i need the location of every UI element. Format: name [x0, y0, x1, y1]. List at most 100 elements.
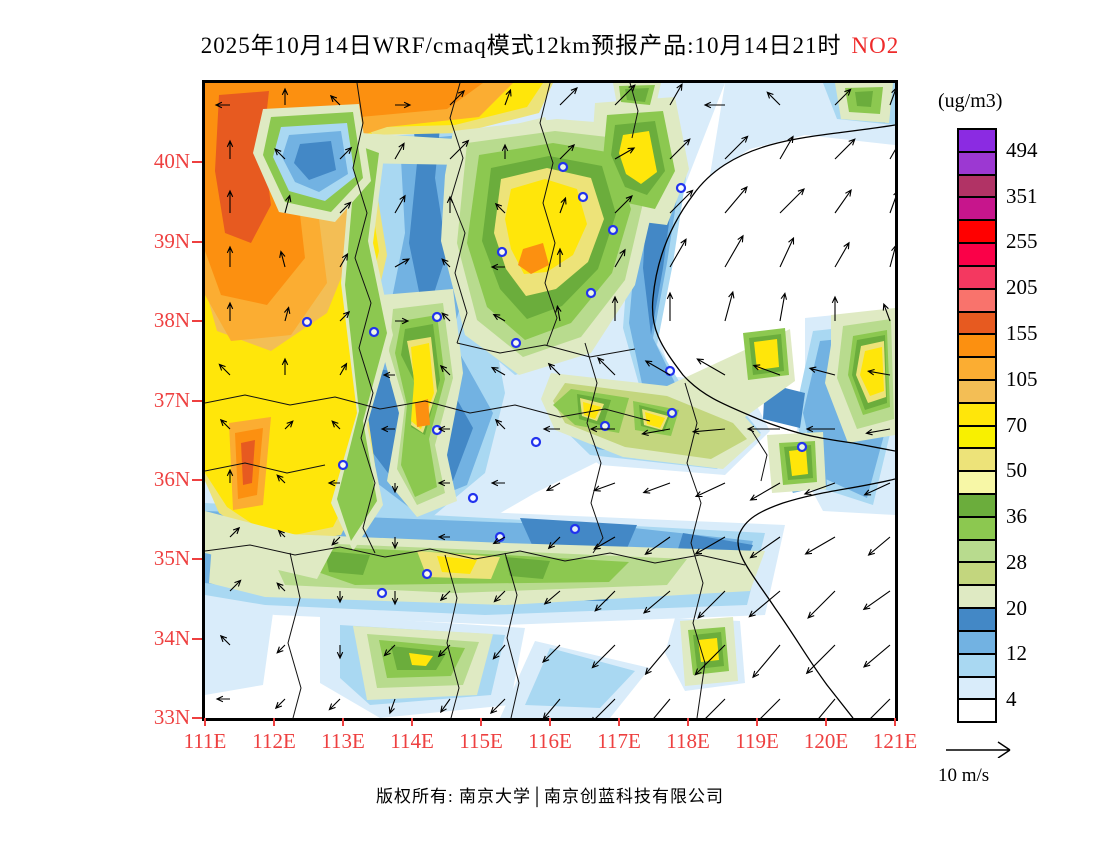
- colorbar-cell: [959, 221, 995, 245]
- lon-tick-label: 116E: [528, 729, 572, 753]
- city-marker: [376, 587, 388, 599]
- colorbar: [957, 128, 997, 723]
- city-marker: [599, 420, 611, 432]
- lon-tick-label: 114E: [390, 729, 434, 753]
- colorbar-cell: [959, 152, 995, 176]
- lat-tick-label: 35N: [153, 546, 190, 571]
- city-marker: [431, 424, 443, 436]
- colorbar-cell: [959, 654, 995, 678]
- forecast-map: [205, 83, 895, 718]
- colorbar-cell: [959, 358, 995, 381]
- colorbar-level-label: 12: [1006, 641, 1027, 666]
- lon-tick-label: 111E: [183, 729, 227, 753]
- province-boundaries: [205, 83, 895, 718]
- title-species: NO2: [851, 33, 900, 58]
- city-marker: [585, 287, 597, 299]
- colorbar-level-label: 50: [1006, 458, 1027, 483]
- city-marker: [577, 191, 589, 203]
- concentration-contours: [205, 83, 895, 718]
- lat-tick-mark: [192, 399, 202, 402]
- colorbar-level-label: 494: [1006, 137, 1038, 162]
- lon-tick-mark: [756, 718, 758, 726]
- lon-tick-mark: [273, 718, 275, 726]
- colorbar-level-label: 255: [1006, 229, 1038, 254]
- colorbar-level-label: 4: [1006, 687, 1017, 712]
- copyright: 版权所有: 南京大学│南京创蓝科技有限公司: [375, 787, 725, 806]
- lon-tick-mark: [894, 718, 896, 726]
- city-marker: [431, 311, 443, 323]
- colorbar-cell: [959, 495, 995, 518]
- city-marker: [607, 224, 619, 236]
- title-text: 2025年10月14日WRF/cmaq模式12km预报产品:10月14日21时: [200, 33, 842, 58]
- colorbar-cell: [959, 175, 995, 199]
- lon-tick-mark: [480, 718, 482, 726]
- colorbar-cell: [959, 631, 995, 655]
- lat-tick-mark: [192, 240, 202, 243]
- wind-reference-label: 10 m/s: [938, 765, 990, 786]
- lon-tick-label: 121E: [872, 729, 918, 753]
- city-marker: [666, 407, 678, 419]
- lat-tick-label: 40N: [153, 149, 190, 174]
- colorbar-level-label: 351: [1006, 183, 1038, 208]
- colorbar-cell: [959, 700, 995, 722]
- city-marker: [368, 326, 380, 338]
- lon-tick-label: 117E: [597, 729, 641, 753]
- city-marker: [337, 459, 349, 471]
- city-marker: [421, 568, 433, 580]
- lat-tick-mark: [192, 161, 202, 164]
- lon-tick-mark: [687, 718, 689, 726]
- lon-tick-mark: [825, 718, 827, 726]
- colorbar-cell: [959, 244, 995, 267]
- lon-tick-mark: [411, 718, 413, 726]
- lat-tick-mark: [192, 717, 202, 719]
- colorbar-cell: [959, 586, 995, 610]
- lon-tick-label: 118E: [666, 729, 710, 753]
- lat-tick-label: 34N: [153, 625, 190, 650]
- colorbar-cell: [959, 677, 995, 701]
- city-marker: [569, 523, 581, 535]
- colorbar-cell: [959, 380, 995, 404]
- colorbar-cell: [959, 563, 995, 587]
- wind-vector-field: [214, 83, 895, 718]
- colorbar-cell: [959, 426, 995, 450]
- colorbar-cell: [959, 609, 995, 632]
- lon-tick-mark: [618, 718, 620, 726]
- colorbar-cell: [959, 130, 995, 153]
- lon-tick-label: 112E: [252, 729, 296, 753]
- colorbar-cell: [959, 312, 995, 336]
- colorbar-cell: [959, 540, 995, 564]
- colorbar-cell: [959, 517, 995, 541]
- lat-tick-mark: [192, 558, 202, 561]
- colorbar-level-label: 28: [1006, 549, 1027, 574]
- colorbar-cell: [959, 266, 995, 290]
- colorbar-cell: [959, 335, 995, 359]
- colorbar-unit: (ug/m3): [938, 90, 1003, 112]
- city-marker: [530, 436, 542, 448]
- lon-tick-mark: [204, 718, 206, 726]
- city-marker: [510, 337, 522, 349]
- city-marker: [496, 246, 508, 258]
- city-marker: [675, 182, 687, 194]
- city-marker: [796, 441, 808, 453]
- colorbar-level-label: 20: [1006, 595, 1027, 620]
- colorbar-cell: [959, 449, 995, 473]
- lat-tick-mark: [192, 637, 202, 640]
- city-marker: [557, 161, 569, 173]
- lat-tick-label: 38N: [153, 308, 190, 333]
- city-marker: [467, 492, 479, 504]
- lon-tick-label: 119E: [735, 729, 779, 753]
- colorbar-level-label: 36: [1006, 504, 1027, 529]
- colorbar-level-label: 205: [1006, 275, 1038, 300]
- wind-reference-arrow: [946, 741, 1011, 759]
- lon-tick-mark: [342, 718, 344, 726]
- wind-arrows: [214, 83, 895, 718]
- map-area: [202, 80, 898, 721]
- colorbar-cell: [959, 289, 995, 313]
- lat-tick-label: 37N: [153, 387, 190, 412]
- lat-tick-label: 33N: [153, 705, 190, 729]
- lon-tick-label: 120E: [803, 729, 849, 753]
- lat-tick-label: 36N: [153, 466, 190, 491]
- lon-tick-mark: [549, 718, 551, 726]
- wind-legend: 10 m/s: [938, 736, 1048, 787]
